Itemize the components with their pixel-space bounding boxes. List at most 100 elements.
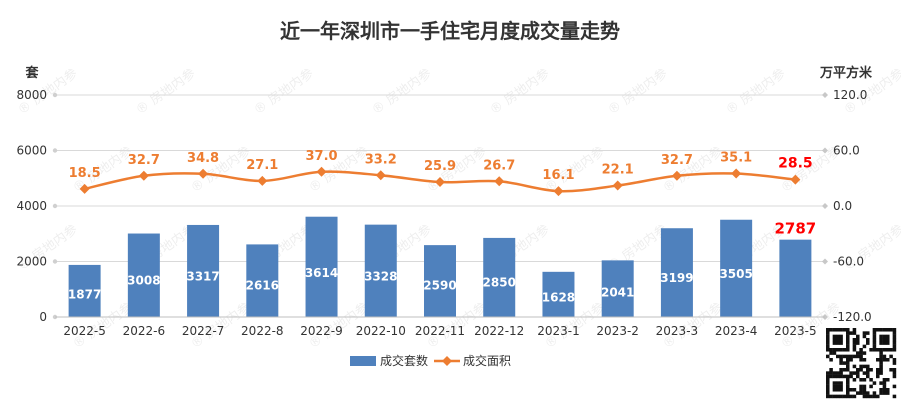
qr-module: [832, 374, 837, 379]
qr-module: [852, 328, 857, 332]
line-value-label: 22.1: [602, 163, 634, 178]
qr-module: [846, 361, 850, 365]
qr-module: [882, 338, 887, 342]
bar-value-label: 2850: [483, 275, 516, 289]
qr-module: [852, 338, 857, 342]
line-value-label: 33.2: [365, 152, 397, 167]
legend-line-label: 成交面积: [463, 353, 511, 368]
qr-module: [882, 341, 887, 345]
right-tick-marker: [822, 258, 828, 265]
qr-code: [826, 328, 897, 399]
x-tick-label: 2023-4: [715, 324, 758, 338]
left-tick-label: 2000: [16, 255, 47, 269]
qr-module: [879, 391, 883, 395]
qr-module: [832, 381, 837, 385]
qr-module: [879, 358, 883, 362]
qr-module: [826, 338, 830, 342]
line-value-label: 32.7: [128, 153, 160, 168]
left-tick-dot: [52, 259, 58, 264]
line-point: [553, 186, 564, 197]
qr-module: [832, 388, 837, 392]
qr-module: [882, 388, 887, 392]
bar: [542, 271, 575, 317]
qr-module: [862, 331, 867, 335]
qr-module: [856, 341, 860, 345]
watermark-text: ® 房地内参: [605, 65, 671, 118]
qr-module: [852, 378, 857, 382]
bar: [246, 244, 279, 317]
qr-module: [839, 341, 843, 345]
qr-module: [876, 371, 880, 375]
qr-module: [869, 368, 873, 372]
bar: [364, 224, 397, 317]
qr-module: [842, 328, 847, 332]
right-axis-unit: 万平方米: [819, 65, 873, 81]
qr-module: [842, 368, 847, 372]
line-value-label: 35.1: [720, 151, 752, 166]
qr-module: [836, 334, 840, 339]
x-tick-label: 2023-3: [656, 324, 699, 338]
qr-module: [869, 394, 873, 399]
qr-module: [829, 368, 833, 372]
qr-module: [879, 381, 883, 385]
qr-module: [852, 341, 857, 345]
qr-module: [859, 354, 863, 359]
line-point: [731, 168, 742, 179]
qr-module: [872, 381, 877, 385]
bar: [187, 224, 220, 317]
qr-module: [849, 358, 853, 362]
qr-module: [892, 334, 897, 339]
x-tick-label: 2022-5: [63, 324, 106, 338]
bar: [68, 264, 101, 317]
line-point: [79, 183, 90, 194]
qr-module: [876, 368, 880, 372]
qr-module: [856, 354, 860, 359]
qr-module: [839, 354, 843, 359]
qr-module: [826, 354, 830, 359]
qr-module: [862, 371, 867, 375]
qr-module: [862, 351, 867, 355]
line-value-label: 32.7: [661, 153, 693, 168]
qr-module: [882, 378, 887, 382]
line-point: [494, 176, 505, 187]
qr-module: [839, 328, 843, 332]
qr-module: [826, 381, 830, 385]
x-tick-label: 2022-6: [123, 324, 166, 338]
left-tick-label: 4000: [16, 199, 47, 213]
qr-module: [842, 348, 847, 352]
qr-module: [872, 341, 877, 345]
qr-module: [846, 331, 850, 335]
right-tick-marker: [822, 147, 828, 154]
qr-module: [879, 341, 883, 345]
qr-module: [826, 378, 830, 382]
qr-module: [852, 371, 857, 375]
qr-module: [886, 338, 890, 342]
qr-module: [892, 358, 897, 362]
qr-module: [859, 384, 863, 389]
chart-title: 近一年深圳市一手住宅月度成交量走势: [280, 19, 620, 43]
qr-module: [879, 328, 883, 332]
qr-module: [866, 394, 870, 399]
qr-module: [842, 361, 847, 365]
qr-module: [862, 388, 867, 392]
bar-value-label: 3328: [364, 269, 397, 283]
qr-module: [886, 391, 890, 395]
qr-module: [889, 328, 893, 332]
qr-module: [872, 348, 877, 352]
qr-module: [852, 331, 857, 335]
qr-module: [892, 348, 897, 352]
line-point: [671, 170, 682, 181]
qr-module: [892, 338, 897, 342]
qr-module: [886, 358, 890, 362]
qr-module: [849, 394, 853, 399]
bar-value-label: 1877: [68, 288, 101, 302]
qr-module: [829, 351, 833, 355]
line-value-label: 28.5: [778, 156, 813, 172]
qr-module: [876, 358, 880, 362]
qr-module: [866, 371, 870, 375]
qr-module: [886, 378, 890, 382]
qr-module: [879, 371, 883, 375]
qr-module: [826, 394, 830, 399]
watermark-text: ® 房地内参: [487, 65, 553, 118]
qr-module: [826, 344, 830, 349]
